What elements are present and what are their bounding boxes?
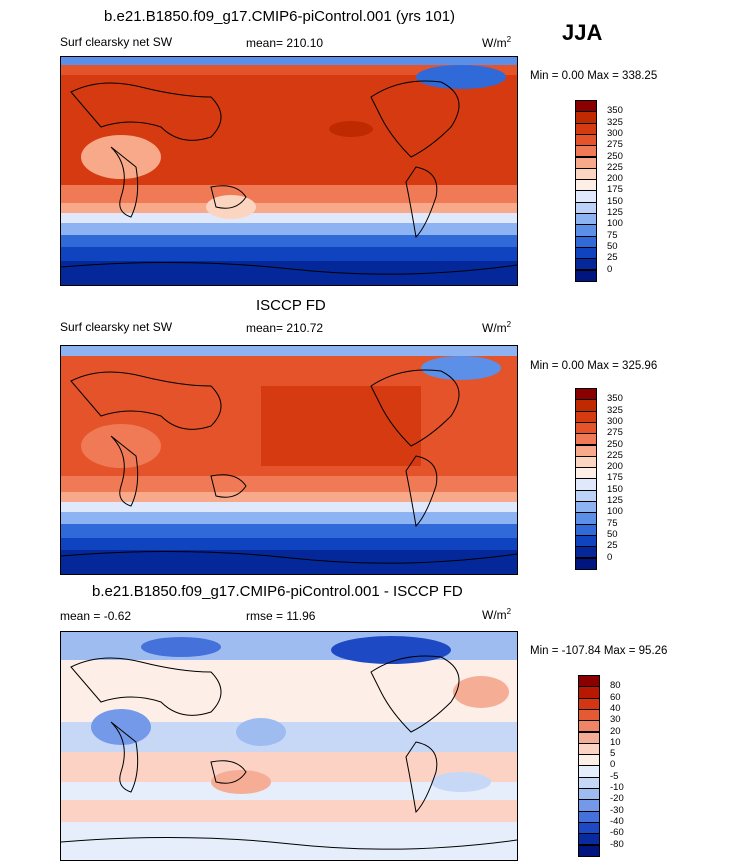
colorbar-tick-label: 80 bbox=[610, 680, 621, 692]
colorbar-tick-label: 100 bbox=[607, 506, 623, 518]
colorbar-tick-label: 75 bbox=[607, 229, 618, 241]
panel-1-minmax: Min = 0.00 Max = 338.25 bbox=[530, 70, 658, 82]
colorbar-tick-label: 300 bbox=[607, 127, 623, 139]
colorbar-tick-label: -40 bbox=[610, 815, 624, 827]
colorbar-tick-label: 50 bbox=[607, 240, 618, 252]
panel-3-minmax: Min = -107.84 Max = 95.26 bbox=[530, 645, 668, 657]
colorbar-tick-label: 25 bbox=[607, 540, 618, 552]
colorbar-swatch bbox=[575, 269, 597, 282]
panel-2-colorbar: 350 325 300 275 250 225 200 175 150 125 100 75 50 25 0 bbox=[575, 388, 635, 573]
panel-2-field bbox=[61, 346, 517, 574]
colorbar-tick-label: 0 bbox=[607, 263, 613, 275]
colorbar-tick-label: -60 bbox=[610, 827, 624, 839]
panel-1-map bbox=[60, 56, 518, 286]
panel-3-map bbox=[60, 631, 518, 861]
colorbar-tick-label: 40 bbox=[610, 702, 621, 714]
colorbar-tick-label: 0 bbox=[610, 759, 616, 771]
colorbar-tick-label: 50 bbox=[607, 528, 618, 540]
colorbar-tick-label: 250 bbox=[607, 438, 623, 450]
colorbar-tick-label: 0 bbox=[607, 551, 613, 563]
colorbar-tick-label: 175 bbox=[607, 472, 623, 484]
colorbar-tick-label: -20 bbox=[610, 793, 624, 805]
colorbar-tick-label: -30 bbox=[610, 804, 624, 816]
panel-1-units: W/m2 bbox=[482, 35, 512, 50]
panel-3-units: W/m2 bbox=[482, 607, 512, 622]
panel-2-map bbox=[60, 345, 518, 575]
colorbar-tick-label: 25 bbox=[607, 252, 618, 264]
panel-1-colorbar: 350 325 300 275 250 225 200 175 150 125 100 75 50 25 0 bbox=[575, 100, 635, 285]
panel-3-colorbar: 80 60 40 30 20 10 5 0 -5 -10 -20 -30 -40 -60 -80 bbox=[578, 675, 638, 860]
colorbar-tick-label: 200 bbox=[607, 173, 623, 185]
colorbar-tick-label: 350 bbox=[607, 105, 623, 117]
colorbar-tick-label: 75 bbox=[607, 517, 618, 529]
colorbar-tick-label: 225 bbox=[607, 449, 623, 461]
colorbar-tick-label: 30 bbox=[610, 714, 621, 726]
colorbar-tick-label: 5 bbox=[610, 748, 616, 760]
panel-2-title: ISCCP FD bbox=[256, 297, 326, 314]
colorbar-tick-label: 125 bbox=[607, 495, 623, 506]
colorbar-swatch bbox=[575, 557, 597, 570]
panel-1-field bbox=[61, 57, 517, 285]
panel-3-mean: mean = -0.62 bbox=[60, 609, 132, 623]
colorbar-tick-label: 325 bbox=[607, 404, 623, 416]
panel-1-mean: mean= 210.10 bbox=[246, 36, 324, 50]
colorbar-tick-label: 60 bbox=[610, 691, 621, 703]
panel-1-variable: Surf clearsky net SW bbox=[60, 35, 173, 49]
colorbar-tick-label: 350 bbox=[607, 393, 623, 405]
colorbar-tick-label: 10 bbox=[610, 736, 621, 748]
colorbar-tick-label: 250 bbox=[607, 150, 623, 162]
season-label: JJA bbox=[562, 20, 603, 45]
colorbar-tick-label: -5 bbox=[610, 770, 619, 782]
panel-2-minmax: Min = 0.00 Max = 325.96 bbox=[530, 360, 658, 372]
panel-3-title: b.e21.B1850.f09_g17.CMIP6-piControl.001 … bbox=[92, 583, 463, 600]
colorbar-tick-label: 175 bbox=[607, 184, 623, 196]
colorbar-tick-label: 200 bbox=[607, 461, 623, 473]
colorbar-tick-label: 275 bbox=[607, 427, 623, 439]
panel-3-field bbox=[61, 632, 517, 860]
colorbar-tick-label: 125 bbox=[607, 207, 623, 218]
panel-2-variable: Surf clearsky net SW bbox=[60, 320, 173, 334]
panel-1-title: b.e21.B1850.f09_g17.CMIP6-piControl.001 … bbox=[104, 8, 456, 25]
colorbar-tick-label: 100 bbox=[607, 218, 623, 230]
colorbar-tick-label: 325 bbox=[607, 116, 623, 128]
panel-3-rmse: rmse = 11.96 bbox=[246, 609, 316, 623]
colorbar-tick-label: 150 bbox=[607, 195, 623, 207]
colorbar-tick-label: 300 bbox=[607, 415, 623, 427]
colorbar-tick-label: -80 bbox=[610, 838, 624, 850]
colorbar-tick-label: 20 bbox=[610, 725, 621, 737]
colorbar-tick-label: -10 bbox=[610, 782, 624, 793]
colorbar-tick-label: 225 bbox=[607, 161, 623, 173]
panel-2-mean: mean= 210.72 bbox=[246, 321, 324, 335]
colorbar-tick-label: 275 bbox=[607, 139, 623, 151]
colorbar-tick-label: 150 bbox=[607, 483, 623, 495]
colorbar-swatch bbox=[578, 844, 600, 857]
panel-2-units: W/m2 bbox=[482, 320, 512, 335]
